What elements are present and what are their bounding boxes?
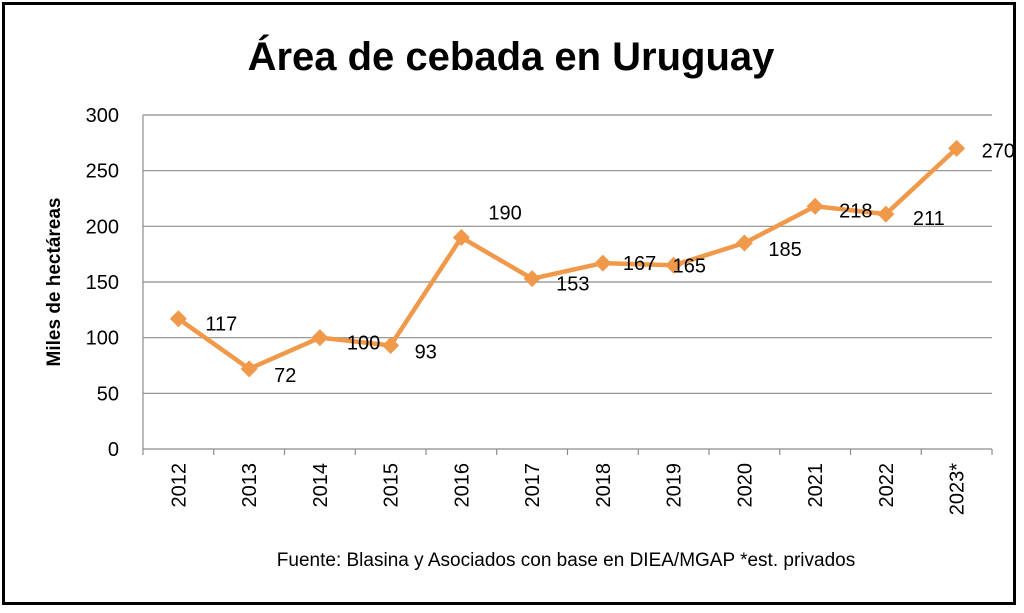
data-label: 218 [839, 200, 872, 222]
source-note: Fuente: Blasina y Asociados con base en … [277, 550, 855, 571]
x-tick-label: 2023* [947, 463, 969, 515]
data-labels: 117 72 100 93 190 153 167 165 185 218 211 270 [205, 140, 1015, 386]
y-tick-label: 100 [86, 328, 119, 350]
data-label: 167 [623, 253, 656, 275]
series-line [177, 146, 959, 372]
data-label: 165 [673, 255, 706, 277]
x-tick-label: 2020 [734, 463, 756, 508]
gridlines [143, 114, 992, 394]
data-label: 72 [274, 365, 296, 387]
data-label: 185 [768, 239, 801, 261]
data-label: 100 [347, 333, 380, 355]
x-tick-label: 2021 [805, 463, 827, 508]
axes: 0 50 100 150 200 250 300 2012 2013 2014 2015 2016 20… [86, 105, 993, 515]
data-point-marker [735, 234, 753, 252]
y-axis-label: Miles de hectáreas [44, 198, 65, 367]
chart-frame [2, 2, 1016, 605]
x-tick-label: 2017 [522, 463, 544, 508]
data-label: 153 [556, 274, 589, 296]
x-tick-label: 2016 [451, 463, 473, 508]
y-tick-label: 200 [86, 216, 119, 238]
data-point-marker [877, 205, 895, 223]
data-point-marker [311, 329, 329, 347]
y-tick-label: 0 [108, 439, 119, 461]
data-point-marker [452, 228, 470, 246]
y-tick-label: 150 [86, 272, 119, 294]
data-label: 270 [982, 140, 1015, 162]
data-point-marker [948, 139, 966, 157]
y-tick-label: 250 [86, 161, 119, 183]
data-point-marker [382, 336, 400, 354]
x-tick-label: 2022 [876, 463, 898, 508]
x-tick-label: 2014 [310, 463, 332, 508]
data-label: 190 [488, 202, 521, 224]
x-tick-label: 2013 [239, 463, 261, 508]
data-point-marker [523, 270, 541, 288]
chart-title: Área de cebada en Uruguay [248, 34, 776, 79]
x-tick-label: 2015 [381, 463, 403, 508]
y-tick-label: 50 [97, 383, 119, 405]
x-tick-label: 2012 [168, 463, 190, 508]
data-label: 117 [205, 314, 237, 336]
data-label: 211 [913, 208, 945, 230]
data-label: 93 [415, 341, 437, 363]
data-point-marker [665, 256, 683, 274]
series-layer [169, 139, 966, 378]
data-point-marker [240, 360, 258, 378]
data-point-marker [594, 254, 612, 272]
x-tick-label: 2018 [593, 463, 615, 508]
data-point-marker [169, 310, 187, 328]
y-tick-label: 300 [86, 105, 119, 127]
x-tick-label: 2019 [664, 463, 686, 508]
data-point-marker [806, 197, 824, 215]
